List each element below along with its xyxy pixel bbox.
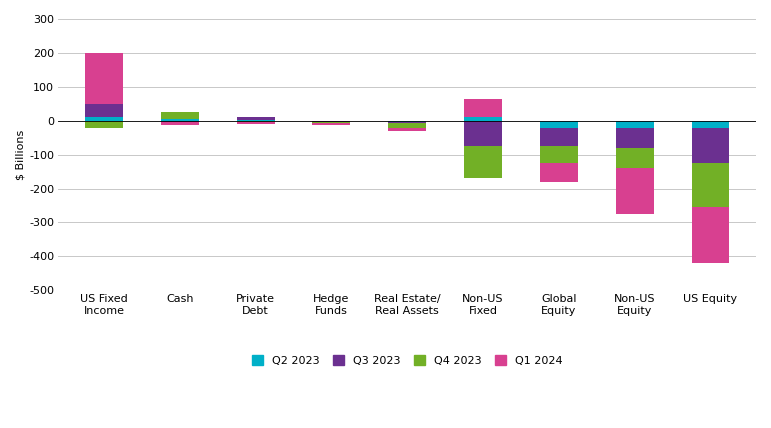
Bar <box>161 112 199 119</box>
Bar <box>85 117 123 121</box>
Bar <box>85 104 123 117</box>
Bar <box>464 99 502 117</box>
Bar <box>85 121 123 128</box>
Bar <box>161 122 199 125</box>
Bar <box>312 122 350 123</box>
Bar <box>464 146 502 178</box>
Bar <box>237 121 274 122</box>
Bar <box>540 121 577 128</box>
Bar <box>540 163 577 182</box>
Bar <box>389 121 426 122</box>
Bar <box>464 117 502 121</box>
Bar <box>161 119 199 121</box>
Bar <box>464 121 502 146</box>
Legend: Q2 2023, Q3 2023, Q4 2023, Q1 2024: Q2 2023, Q3 2023, Q4 2023, Q1 2024 <box>252 356 562 366</box>
Bar <box>389 123 426 128</box>
Bar <box>389 122 426 123</box>
Bar <box>312 121 350 122</box>
Bar <box>237 120 274 121</box>
Bar <box>616 128 654 148</box>
Bar <box>389 128 426 131</box>
Bar <box>616 148 654 168</box>
Bar <box>692 207 729 263</box>
Bar <box>540 128 577 146</box>
Bar <box>540 146 577 163</box>
Bar <box>616 121 654 128</box>
Y-axis label: $ Billions: $ Billions <box>15 130 25 180</box>
Bar <box>237 122 274 124</box>
Bar <box>692 121 729 128</box>
Bar <box>85 53 123 104</box>
Bar <box>692 128 729 163</box>
Bar <box>692 163 729 207</box>
Bar <box>161 121 199 122</box>
Bar <box>237 117 274 120</box>
Bar <box>312 123 350 125</box>
Bar <box>616 168 654 214</box>
